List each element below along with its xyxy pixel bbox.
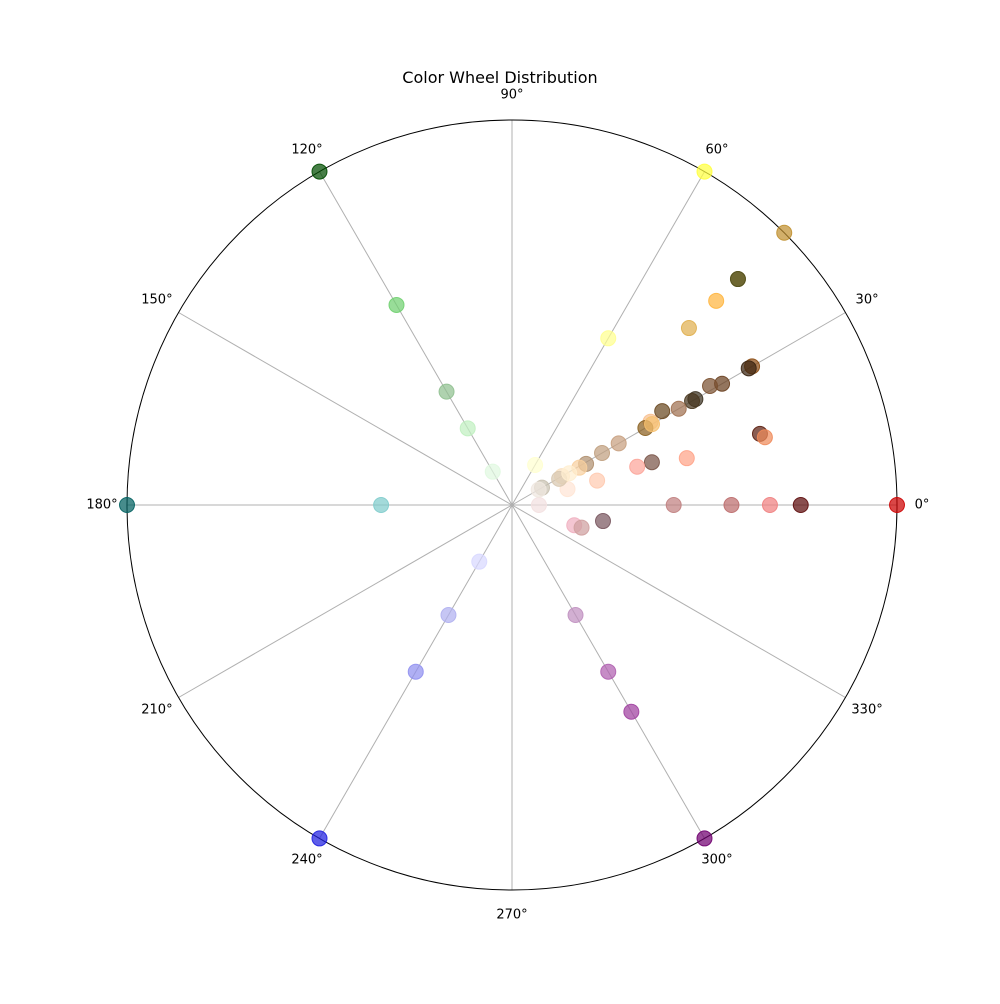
data-point	[567, 607, 584, 624]
data-point	[311, 163, 328, 180]
data-point	[471, 553, 488, 570]
data-point	[670, 400, 687, 417]
data-point	[459, 420, 476, 437]
data-point	[643, 454, 660, 471]
data-point	[527, 456, 544, 473]
data-point	[438, 383, 455, 400]
data-point	[440, 607, 457, 624]
data-point	[373, 497, 390, 513]
data-point	[388, 296, 405, 313]
angle-tick-label: 150°	[141, 293, 172, 308]
data-point	[729, 271, 746, 288]
data-point	[684, 393, 701, 410]
data-point	[644, 416, 661, 433]
data-point	[756, 429, 773, 446]
angle-tick-label: 120°	[291, 142, 322, 157]
data-point	[407, 663, 424, 680]
angle-tick-label: 90°	[500, 88, 523, 103]
data-point	[119, 497, 135, 513]
data-point	[530, 497, 547, 513]
angle-tick-label: 0°	[915, 498, 930, 513]
data-point	[708, 292, 725, 309]
data-point	[623, 703, 640, 720]
angle-tick-label: 300°	[701, 853, 732, 868]
data-point	[665, 497, 682, 513]
data-point	[629, 458, 646, 475]
chart-title: Color Wheel Distribution	[402, 68, 598, 87]
data-point	[776, 224, 793, 241]
data-point	[696, 830, 713, 847]
angle-tick-label: 240°	[291, 853, 322, 868]
data-point	[680, 320, 697, 337]
grid-spoke-330	[511, 504, 846, 698]
angle-tick-label: 330°	[851, 703, 882, 718]
data-point	[484, 463, 501, 480]
data-point	[600, 330, 617, 347]
data-point	[792, 497, 809, 513]
data-point	[594, 513, 611, 530]
data-point	[311, 830, 328, 847]
angle-tick-label: 60°	[705, 142, 728, 157]
data-point	[561, 465, 578, 482]
grid-spoke-120	[319, 171, 513, 506]
angle-tick-labels: 0° 30° 60° 90° 120° 150° 180° 210° 240° 270° 300° 3…	[86, 88, 929, 923]
data-point	[678, 450, 695, 467]
data-point	[573, 519, 590, 536]
angle-tick-label: 210°	[141, 703, 172, 718]
data-point	[702, 378, 719, 395]
data-point	[530, 481, 547, 498]
grid-spoke-210	[178, 504, 513, 698]
angle-tick-label: 270°	[496, 908, 527, 923]
data-point	[740, 360, 757, 377]
data-point	[696, 163, 713, 180]
data-point	[610, 435, 627, 452]
data-point	[600, 663, 617, 680]
grid-spoke-150	[178, 312, 513, 506]
data-point	[723, 497, 740, 513]
data-points	[119, 163, 905, 847]
data-point	[761, 497, 778, 513]
data-point	[654, 403, 671, 420]
angle-tick-label: 30°	[856, 293, 879, 308]
data-point	[589, 472, 606, 489]
data-point	[594, 445, 611, 462]
data-point	[889, 497, 905, 513]
angle-tick-label: 180°	[86, 498, 117, 513]
